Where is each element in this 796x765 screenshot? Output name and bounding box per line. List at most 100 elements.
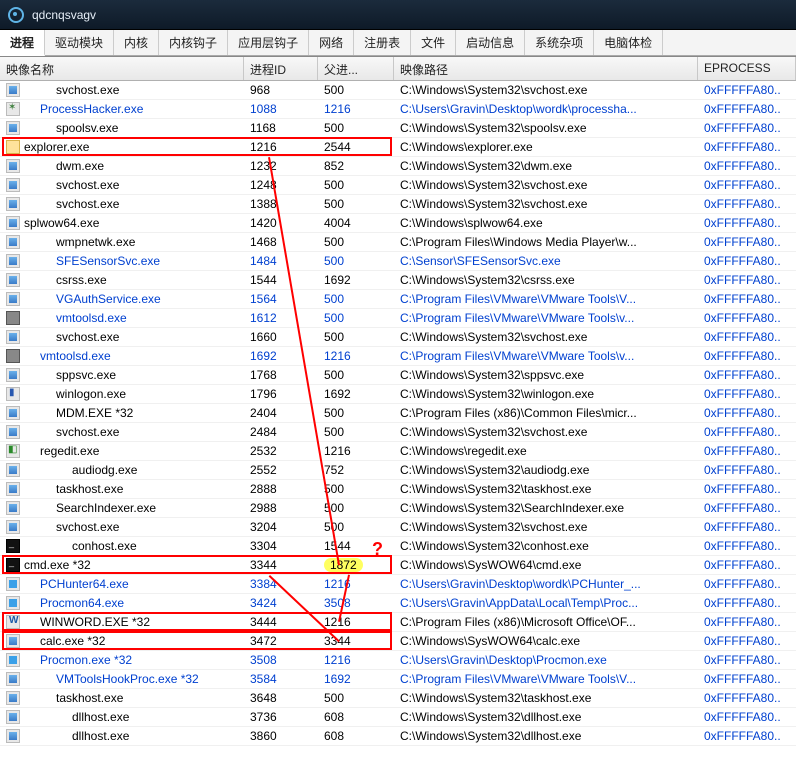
cell-path: C:\Windows\System32\dwm.exe	[394, 159, 698, 173]
cell-name: explorer.exe	[0, 140, 244, 154]
table-row[interactable]: dwm.exe1232852C:\Windows\System32\dwm.ex…	[0, 157, 796, 176]
tab-5[interactable]: 网络	[309, 30, 354, 55]
cell-ppid: 852	[318, 159, 394, 173]
table-row[interactable]: taskhost.exe2888500C:\Windows\System32\t…	[0, 480, 796, 499]
cell-path: C:\Sensor\SFESensorSvc.exe	[394, 254, 698, 268]
process-name: csrss.exe	[24, 273, 107, 287]
table-row[interactable]: MDM.EXE *322404500C:\Program Files (x86)…	[0, 404, 796, 423]
cell-path: C:\Windows\System32\winlogon.exe	[394, 387, 698, 401]
cell-pid: 3508	[244, 653, 318, 667]
table-row[interactable]: audiodg.exe2552752C:\Windows\System32\au…	[0, 461, 796, 480]
cell-name: taskhost.exe	[0, 482, 244, 496]
table-row[interactable]: spoolsv.exe1168500C:\Windows\System32\sp…	[0, 119, 796, 138]
tab-1[interactable]: 驱动模块	[45, 30, 114, 55]
cell-name: calc.exe *32	[0, 634, 244, 648]
table-row[interactable]: taskhost.exe3648500C:\Windows\System32\t…	[0, 689, 796, 708]
cell-eprocess: 0xFFFFFA80..	[698, 444, 796, 458]
cell-ppid: 608	[318, 710, 394, 724]
table-row[interactable]: VMToolsHookProc.exe *3235841692C:\Progra…	[0, 670, 796, 689]
col-header-path[interactable]: 映像路径	[394, 57, 698, 80]
cell-eprocess: 0xFFFFFA80..	[698, 254, 796, 268]
table-row[interactable]: VGAuthService.exe1564500C:\Program Files…	[0, 290, 796, 309]
table-row[interactable]: dllhost.exe3860608C:\Windows\System32\dl…	[0, 727, 796, 746]
tab-3[interactable]: 内核钩子	[159, 30, 228, 55]
cell-name: SFESensorSvc.exe	[0, 254, 244, 268]
tab-8[interactable]: 启动信息	[456, 30, 525, 55]
table-row[interactable]: Procmon64.exe34243508C:\Users\Gravin\App…	[0, 594, 796, 613]
process-name: explorer.exe	[24, 140, 89, 154]
cell-pid: 1484	[244, 254, 318, 268]
cell-name: svchost.exe	[0, 425, 244, 439]
table-row[interactable]: PCHunter64.exe33841216C:\Users\Gravin\De…	[0, 575, 796, 594]
table-row[interactable]: svchost.exe2484500C:\Windows\System32\sv…	[0, 423, 796, 442]
process-icon	[6, 634, 20, 648]
table-row[interactable]: calc.exe *3234723344C:\Windows\SysWOW64\…	[0, 632, 796, 651]
table-row[interactable]: svchost.exe1660500C:\Windows\System32\sv…	[0, 328, 796, 347]
cell-eprocess: 0xFFFFFA80..	[698, 330, 796, 344]
table-row[interactable]: SearchIndexer.exe2988500C:\Windows\Syste…	[0, 499, 796, 518]
app-icon	[8, 7, 24, 23]
cell-path: C:\Program Files\VMware\VMware Tools\v..…	[394, 349, 698, 363]
cell-pid: 3384	[244, 577, 318, 591]
cell-path: C:\Windows\System32\taskhost.exe	[394, 482, 698, 496]
table-row[interactable]: conhost.exe33041544C:\Windows\System32\c…	[0, 537, 796, 556]
table-row[interactable]: cmd.exe *3233441872C:\Windows\SysWOW64\c…	[0, 556, 796, 575]
process-name: svchost.exe	[24, 520, 119, 534]
table-row[interactable]: svchost.exe1388500C:\Windows\System32\sv…	[0, 195, 796, 214]
process-icon	[6, 406, 20, 420]
table-row[interactable]: wmpnetwk.exe1468500C:\Program Files\Wind…	[0, 233, 796, 252]
table-header[interactable]: 映像名称 进程ID 父进... 映像路径 EPROCESS	[0, 57, 796, 81]
table-row[interactable]: WINWORD.EXE *3234441216C:\Program Files …	[0, 613, 796, 632]
table-row[interactable]: sppsvc.exe1768500C:\Windows\System32\spp…	[0, 366, 796, 385]
process-name: VGAuthService.exe	[24, 292, 161, 306]
cell-name: conhost.exe	[0, 539, 244, 553]
process-name: taskhost.exe	[24, 691, 123, 705]
tab-9[interactable]: 系统杂项	[525, 30, 594, 55]
tab-7[interactable]: 文件	[411, 30, 456, 55]
process-icon	[6, 520, 20, 534]
table-row[interactable]: explorer.exe12162544C:\Windows\explorer.…	[0, 138, 796, 157]
col-header-ppid[interactable]: 父进...	[318, 57, 394, 80]
table-row[interactable]: svchost.exe3204500C:\Windows\System32\sv…	[0, 518, 796, 537]
cell-path: C:\Windows\System32\svchost.exe	[394, 197, 698, 211]
table-row[interactable]: svchost.exe1248500C:\Windows\System32\sv…	[0, 176, 796, 195]
tab-2[interactable]: 内核	[114, 30, 159, 55]
table-row[interactable]: csrss.exe15441692C:\Windows\System32\csr…	[0, 271, 796, 290]
process-name: MDM.EXE *32	[24, 406, 133, 420]
cell-name: svchost.exe	[0, 197, 244, 211]
cell-pid: 2552	[244, 463, 318, 477]
table-row[interactable]: vmtoolsd.exe16921216C:\Program Files\VMw…	[0, 347, 796, 366]
process-name: dllhost.exe	[24, 710, 129, 724]
cell-eprocess: 0xFFFFFA80..	[698, 653, 796, 667]
tab-6[interactable]: 注册表	[354, 30, 411, 55]
table-row[interactable]: winlogon.exe17961692C:\Windows\System32\…	[0, 385, 796, 404]
cell-ppid: 1216	[318, 577, 394, 591]
cell-name: sppsvc.exe	[0, 368, 244, 382]
cell-eprocess: 0xFFFFFA80..	[698, 520, 796, 534]
table-row[interactable]: ProcessHacker.exe10881216C:\Users\Gravin…	[0, 100, 796, 119]
table-row[interactable]: dllhost.exe3736608C:\Windows\System32\dl…	[0, 708, 796, 727]
table-row[interactable]: regedit.exe25321216C:\Windows\regedit.ex…	[0, 442, 796, 461]
cell-name: WINWORD.EXE *32	[0, 615, 244, 629]
table-row[interactable]: splwow64.exe14204004C:\Windows\splwow64.…	[0, 214, 796, 233]
process-icon	[6, 539, 20, 553]
cell-name: audiodg.exe	[0, 463, 244, 477]
tab-0[interactable]: 进程	[0, 30, 45, 56]
tab-4[interactable]: 应用层钩子	[228, 30, 309, 55]
process-name: spoolsv.exe	[24, 121, 118, 135]
cell-pid: 2404	[244, 406, 318, 420]
cell-ppid: 752	[318, 463, 394, 477]
col-header-eproc[interactable]: EPROCESS	[698, 57, 796, 80]
cell-path: C:\Program Files (x86)\Microsoft Office\…	[394, 615, 698, 629]
table-row[interactable]: svchost.exe968500C:\Windows\System32\svc…	[0, 81, 796, 100]
window-titlebar[interactable]: qdcnqsvagv	[0, 0, 796, 30]
table-row[interactable]: vmtoolsd.exe1612500C:\Program Files\VMwa…	[0, 309, 796, 328]
cell-path: C:\Users\Gravin\Desktop\wordk\PCHunter_.…	[394, 577, 698, 591]
tab-10[interactable]: 电脑体检	[594, 30, 663, 55]
cell-name: taskhost.exe	[0, 691, 244, 705]
col-header-name[interactable]: 映像名称	[0, 57, 244, 80]
table-row[interactable]: Procmon.exe *3235081216C:\Users\Gravin\D…	[0, 651, 796, 670]
table-row[interactable]: SFESensorSvc.exe1484500C:\Sensor\SFESens…	[0, 252, 796, 271]
col-header-pid[interactable]: 进程ID	[244, 57, 318, 80]
cell-eprocess: 0xFFFFFA80..	[698, 216, 796, 230]
